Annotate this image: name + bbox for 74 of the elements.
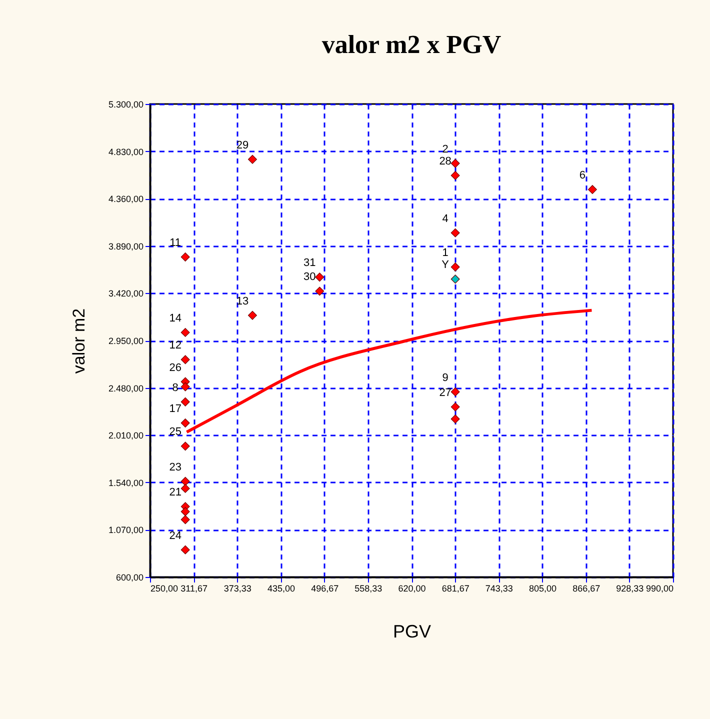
- point: [180, 442, 190, 451]
- y-axis-title: valor m2: [69, 308, 88, 374]
- annotation: 21: [169, 486, 182, 499]
- annotation: Y: [442, 259, 450, 272]
- annotation: 24: [169, 530, 182, 542]
- x-tick-label: 928,33: [616, 584, 644, 594]
- point: [180, 484, 190, 493]
- point: [588, 185, 597, 194]
- point: [248, 310, 257, 320]
- y-tick-label: 2.950,00: [108, 336, 144, 346]
- annotation: 23: [169, 461, 182, 474]
- annotation: 8: [172, 382, 178, 394]
- point: [450, 414, 460, 424]
- annotation: 12: [169, 340, 182, 352]
- y-tick-label: 1.070,00: [108, 525, 144, 536]
- x-tick-label: 866,67: [572, 584, 600, 594]
- x-tick-label: 311,67: [180, 584, 208, 594]
- point: [450, 170, 460, 180]
- annotation: 28: [439, 155, 452, 168]
- point: [180, 397, 190, 406]
- point: [180, 545, 190, 554]
- point: [450, 262, 460, 272]
- annotation: 30: [303, 271, 316, 284]
- x-tick-label: 250,00: [150, 584, 178, 594]
- point: [450, 158, 460, 168]
- x-tick-label: 620,00: [398, 584, 426, 594]
- point: [248, 154, 257, 164]
- point: [180, 382, 190, 392]
- x-tick-label: 373,33: [224, 584, 252, 594]
- annotation: 26: [169, 362, 182, 374]
- line-series: [185, 308, 594, 434]
- point: [450, 402, 460, 412]
- y-tick-label: 4.830,00: [108, 146, 144, 157]
- y-tick-label: 3.890,00: [108, 241, 144, 252]
- chart-title: valor m2 x PGV: [322, 30, 502, 59]
- x-tick-label: 681,67: [442, 584, 470, 594]
- point: [450, 228, 460, 238]
- annotation: 11: [170, 236, 182, 249]
- point: [450, 387, 460, 396]
- annotation: 1: [442, 247, 448, 260]
- point: [315, 272, 324, 282]
- annotation: 29: [236, 139, 249, 152]
- y-tick-label: 2.010,00: [108, 430, 144, 441]
- x-tick-label: 435,00: [267, 584, 296, 594]
- point: [180, 515, 190, 524]
- y-tick-label: 600,00: [116, 572, 144, 582]
- annotation: 13: [236, 295, 249, 308]
- y-tick-label: 5.300,00: [108, 100, 144, 110]
- point: [180, 418, 190, 428]
- annotation: 27: [439, 386, 452, 399]
- annotation: 17: [169, 403, 182, 416]
- x-tick-label: 558,33: [354, 584, 382, 594]
- point: [450, 274, 460, 284]
- point: [180, 507, 190, 516]
- point: [180, 328, 190, 337]
- point: [180, 476, 190, 486]
- y-tick-label: 4.360,00: [108, 194, 144, 204]
- x-tick-label: 805,00: [528, 584, 557, 594]
- annotation: 4: [442, 212, 448, 225]
- y-tick-label: 1.540,00: [108, 478, 144, 488]
- annotation: 14: [169, 312, 182, 324]
- x-axis-title: PGV: [392, 622, 432, 642]
- point: [180, 252, 190, 262]
- y-tick-label: 3.420,00: [108, 288, 144, 299]
- point: [315, 286, 324, 296]
- y-tick-label: 2.480,00: [108, 383, 144, 394]
- annotation: 31: [303, 257, 316, 270]
- annotation: 6: [579, 170, 586, 182]
- annotation: 2: [442, 143, 448, 156]
- x-tick-label: 496,67: [311, 584, 339, 594]
- x-tick-label: 743,33: [485, 584, 513, 594]
- x-tick-label: 990,00: [646, 584, 674, 594]
- annotation: 9: [442, 372, 448, 384]
- point: [180, 355, 190, 364]
